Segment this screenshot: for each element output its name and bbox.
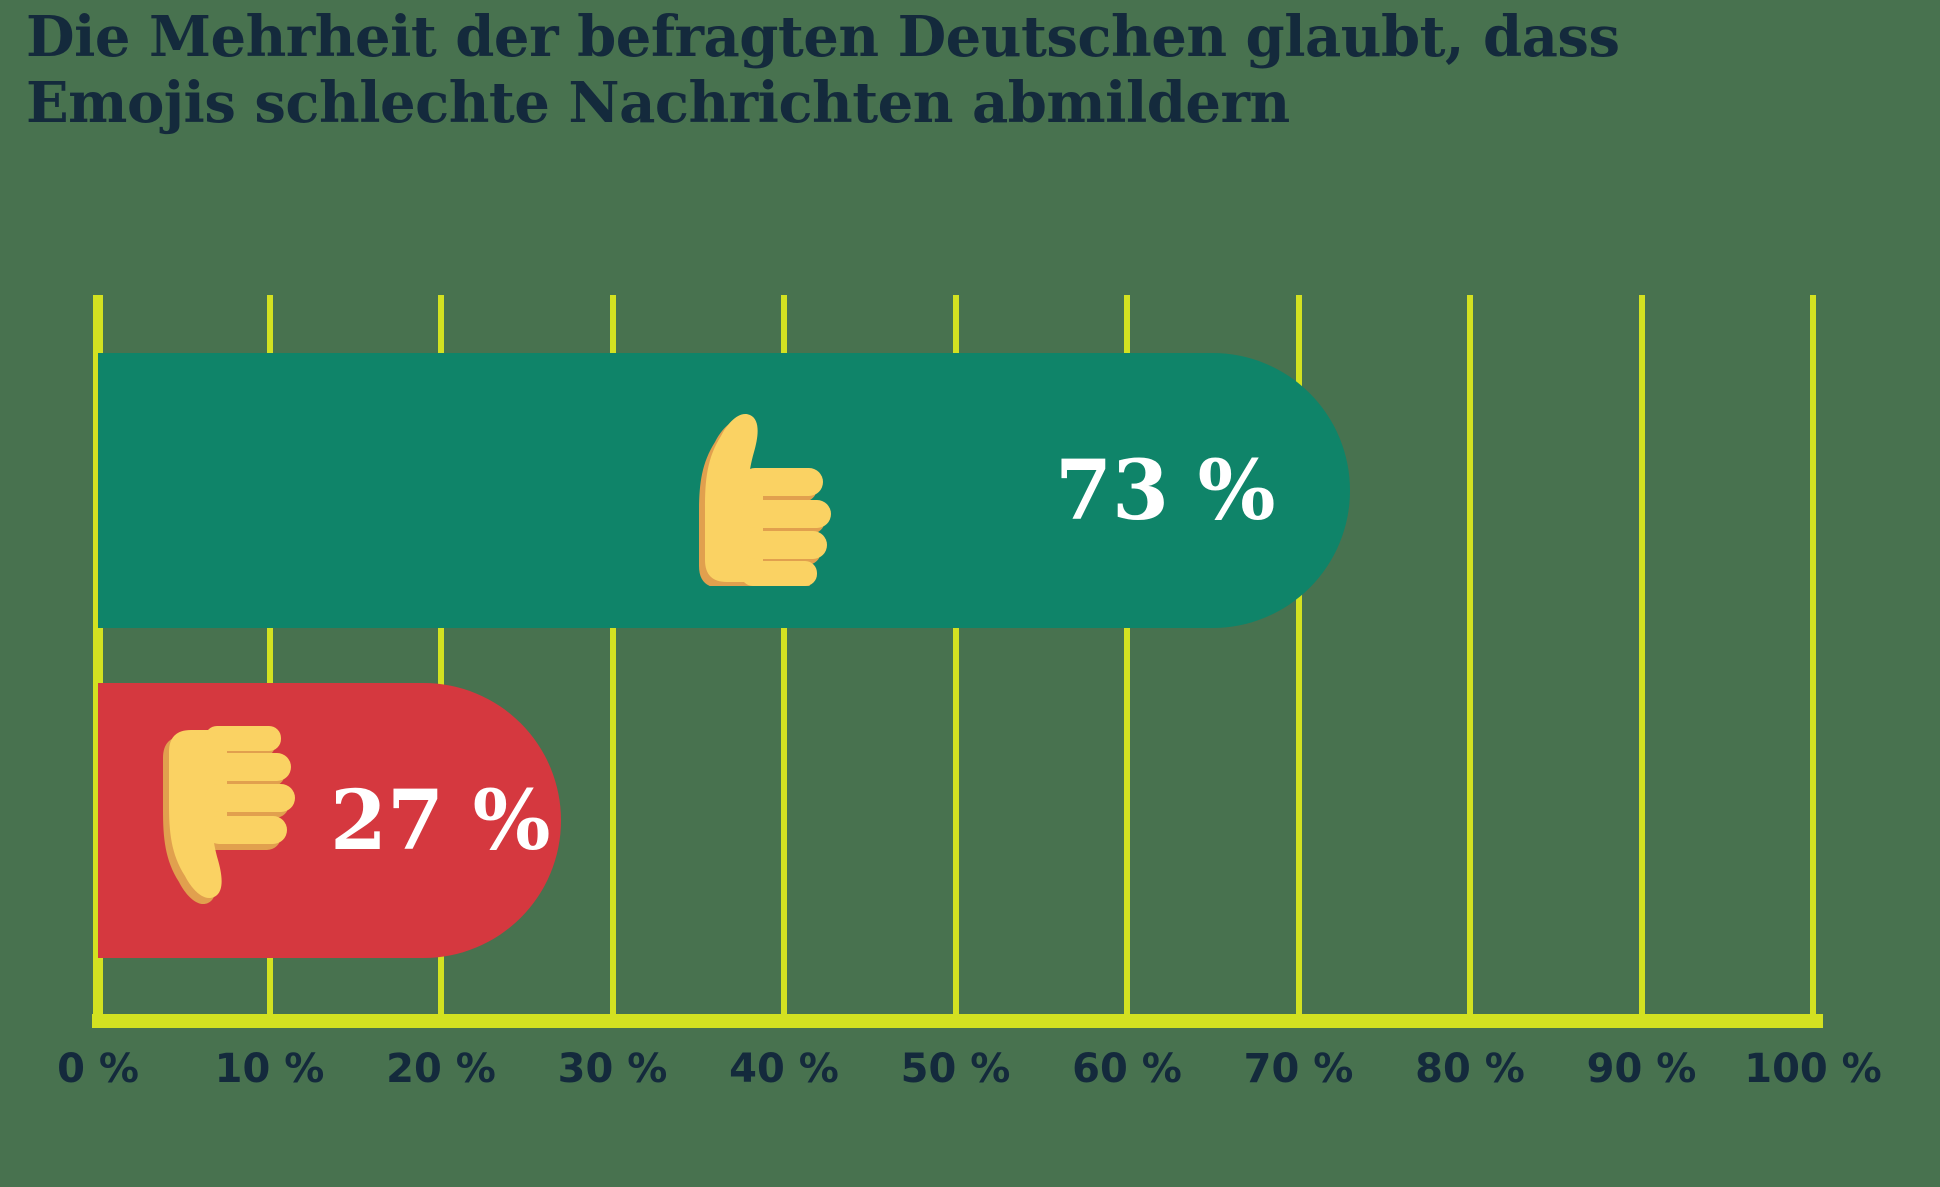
gridline [952,295,959,1014]
emoji-hand [169,725,295,898]
chart-title: Die Mehrheit der befragten Deutschen gla… [26,4,1620,136]
gridline [1467,295,1473,1014]
emoji-hand [705,413,831,586]
axis-tick-label: 100 % [1744,1046,1882,1092]
gridline [266,295,273,1014]
axis-tick-label: 60 % [1072,1046,1182,1092]
axis-tick-label: 40 % [729,1046,839,1092]
thumbs-down-emoji [163,725,295,904]
thumbs-up-emoji [699,413,831,586]
gridline [1295,295,1302,1014]
gridline [1638,295,1645,1014]
axis-tick-label: 80 % [1415,1046,1525,1092]
axis-tick-label: 10 % [214,1046,325,1092]
bar-emoji-slot [157,725,297,916]
chart-title-line-2: Emojis schlechte Nachrichten abmildern [26,70,1290,136]
plot-area: 73 % 27 % [92,295,1823,1028]
axis-tick-label: 50 % [900,1046,1011,1092]
gridline [438,295,444,1014]
gridline [1810,295,1816,1014]
axis-tick-label: 30 % [557,1046,668,1092]
gridline [1124,295,1130,1014]
chart-title-line-1: Die Mehrheit der befragten Deutschen gla… [26,4,1620,70]
bar-thumbs-down: 27 % [98,683,562,958]
axis-tick-label: 20 % [386,1046,496,1092]
bar-value-label: 73 % [1055,442,1276,539]
bar-value-label: 27 % [330,772,551,869]
gridline [609,295,616,1014]
gridline [781,295,787,1014]
axis-tick-label: 90 % [1586,1046,1697,1092]
bar-emoji-slot [693,396,833,586]
axis-tick-label: 70 % [1243,1046,1354,1092]
gridline [93,295,103,1014]
axis-tick-label: 0 % [57,1046,139,1092]
x-axis-line [92,1014,1823,1028]
x-axis-tick-labels: 0 % 10 % 20 % 30 % 40 % 50 % 60 % 70 % 80 % 90 % 1… [57,1046,1882,1106]
bar-thumbs-up: 73 % [98,353,1350,628]
